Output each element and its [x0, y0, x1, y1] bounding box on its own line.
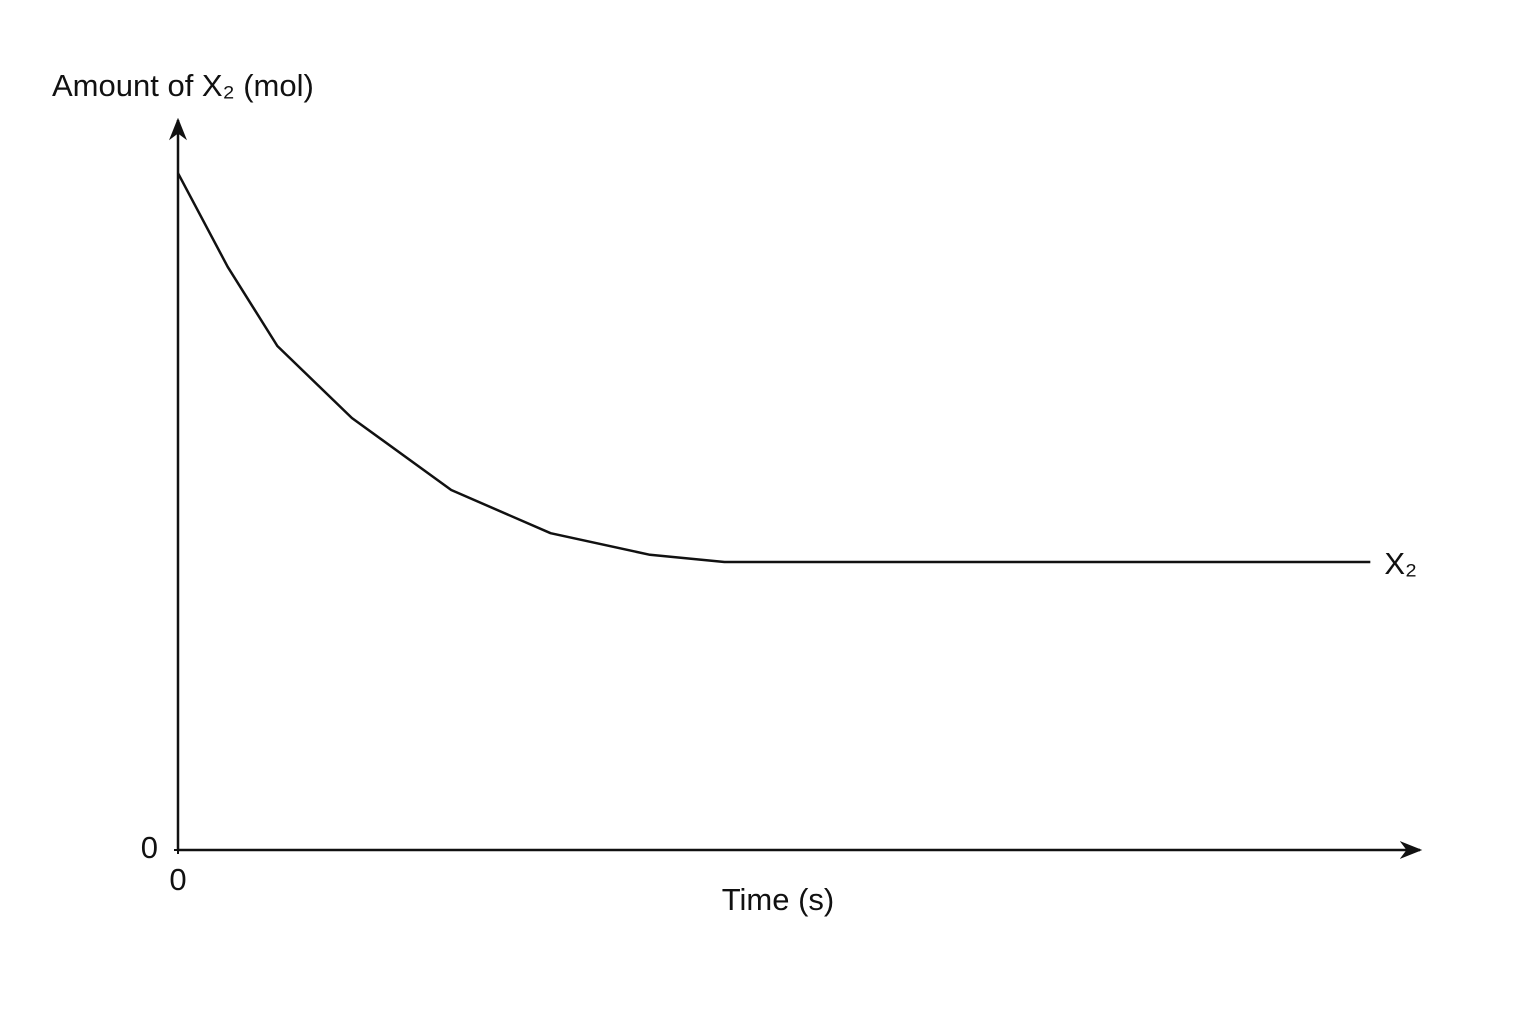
y-tick-label: 0	[141, 830, 158, 865]
series-label: X₂	[1384, 546, 1417, 581]
x-tick-label: 0	[169, 862, 186, 897]
line-series	[176, 172, 1371, 564]
y-axis-label: Amount of X₂ (mol)	[52, 68, 314, 103]
x-axis-label: Time (s)	[722, 882, 835, 917]
